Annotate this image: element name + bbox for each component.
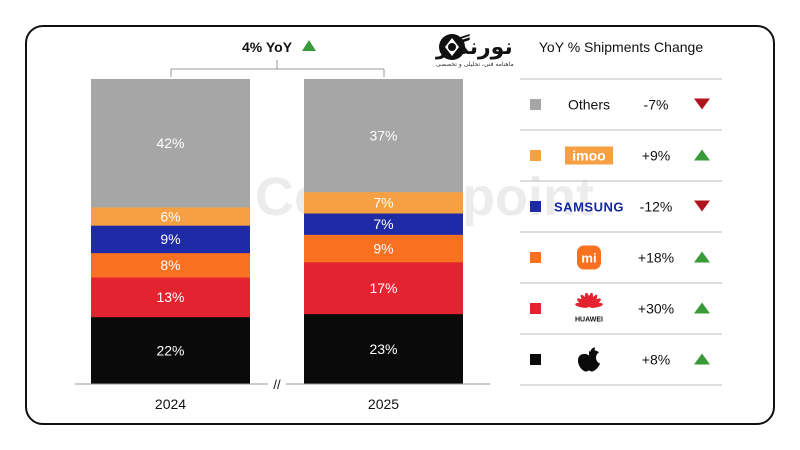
bar-value-label-samsung-2025: 7% <box>373 216 393 232</box>
svg-text:mi: mi <box>581 251 596 266</box>
x-axis-labels: 2024 2025 <box>155 396 399 412</box>
legend-swatch <box>530 201 541 212</box>
bar-value-label-others-2024: 42% <box>156 135 184 151</box>
bar-segment-huawei-2025 <box>304 262 463 315</box>
bar-value-label-huawei-2025: 17% <box>369 280 397 296</box>
bars: 22% 13% 8% 9% 6% 42% 23% 17% 9% 7% 7% 37% <box>91 79 463 385</box>
legend: Others -7% imoo +9% SAMSUNG -12% mi +18% HUAWEI +… <box>520 78 722 386</box>
bar-segment-huawei-2024 <box>91 277 250 318</box>
bar-value-label-others-2025: 37% <box>369 127 397 143</box>
bar-value-label-apple-2025: 23% <box>369 341 397 357</box>
bar-value-label-apple-2024: 22% <box>156 342 184 358</box>
legend-change-value: -7% <box>644 97 669 113</box>
bar-segment-imoo-2025 <box>304 191 463 214</box>
axis-break-mark: // <box>273 377 281 392</box>
samsung-logo-icon: SAMSUNG <box>554 200 624 215</box>
svg-text:ماهنامه فنی، تحلیلی و تخصصی: ماهنامه فنی، تحلیلی و تخصصی <box>436 61 514 68</box>
bar-value-label-huawei-2024: 13% <box>156 289 184 305</box>
bar-segment-others-2024 <box>91 79 250 208</box>
bar-segment-xiaomi-2025 <box>304 234 463 263</box>
bar-value-label-imoo-2024: 6% <box>160 208 180 224</box>
legend-swatch <box>530 354 541 365</box>
down-arrow-icon <box>694 98 710 110</box>
bar-segment-imoo-2024 <box>91 207 250 226</box>
bar-value-label-imoo-2025: 7% <box>373 195 393 211</box>
legend-row-imoo: imoo +9% <box>530 146 710 165</box>
down-arrow-icon <box>694 200 710 212</box>
apple-logo-icon: Apple <box>578 347 600 372</box>
xiaomi-logo-icon: mi <box>577 245 601 270</box>
yoy-bracket <box>170 60 385 77</box>
bar-segment-apple-2024 <box>91 316 250 385</box>
yoy-up-arrow-icon <box>302 40 316 51</box>
legend-title: YoY % Shipments Change <box>539 39 703 55</box>
bar-segment-samsung-2025 <box>304 213 463 235</box>
bar-value-label-samsung-2024: 9% <box>160 231 180 247</box>
legend-change-value: +8% <box>642 352 670 368</box>
bar-value-label-xiaomi-2025: 9% <box>373 240 393 256</box>
legend-change-value: +30% <box>638 301 674 317</box>
up-arrow-icon <box>694 149 710 161</box>
legend-change-value: -12% <box>640 199 673 215</box>
bar-segment-xiaomi-2024 <box>91 252 250 278</box>
bar-segment-apple-2025 <box>304 313 463 385</box>
svg-text:imoo: imoo <box>572 148 605 164</box>
legend-brand-label: Others <box>568 97 610 113</box>
legend-row-samsung: SAMSUNG -12% <box>530 199 710 215</box>
up-arrow-icon <box>694 302 710 314</box>
legend-change-value: +9% <box>642 148 670 164</box>
legend-row-others: Others -7% <box>530 97 710 113</box>
bar-segment-others-2025 <box>304 79 463 193</box>
bar-value-label-xiaomi-2024: 8% <box>160 257 180 273</box>
legend-swatch <box>530 303 541 314</box>
svg-text:HUAWEI: HUAWEI <box>575 317 603 324</box>
legend-row-mi: mi +18% <box>530 245 710 270</box>
legend-row-apple: Apple +8% <box>530 347 710 372</box>
x-axis-label-2024: 2024 <box>155 396 186 412</box>
bar-segment-samsung-2024 <box>91 225 250 254</box>
aperture-logo-icon <box>439 34 465 60</box>
logo: نورنگار ماهنامه فنی، تحلیلی و تخصصی <box>435 33 514 68</box>
yoy-label: 4% YoY <box>242 39 293 55</box>
legend-swatch <box>530 150 541 161</box>
legend-row-huawei: HUAWEI +30% <box>530 292 710 324</box>
x-axis-label-2025: 2025 <box>368 396 399 412</box>
legend-swatch <box>530 99 541 110</box>
legend-change-value: +18% <box>638 250 674 266</box>
legend-swatch <box>530 252 541 263</box>
imoo-logo-icon: imoo <box>565 146 613 165</box>
up-arrow-icon <box>694 353 710 365</box>
huawei-logo-icon: HUAWEI <box>575 292 603 324</box>
up-arrow-icon <box>694 251 710 263</box>
